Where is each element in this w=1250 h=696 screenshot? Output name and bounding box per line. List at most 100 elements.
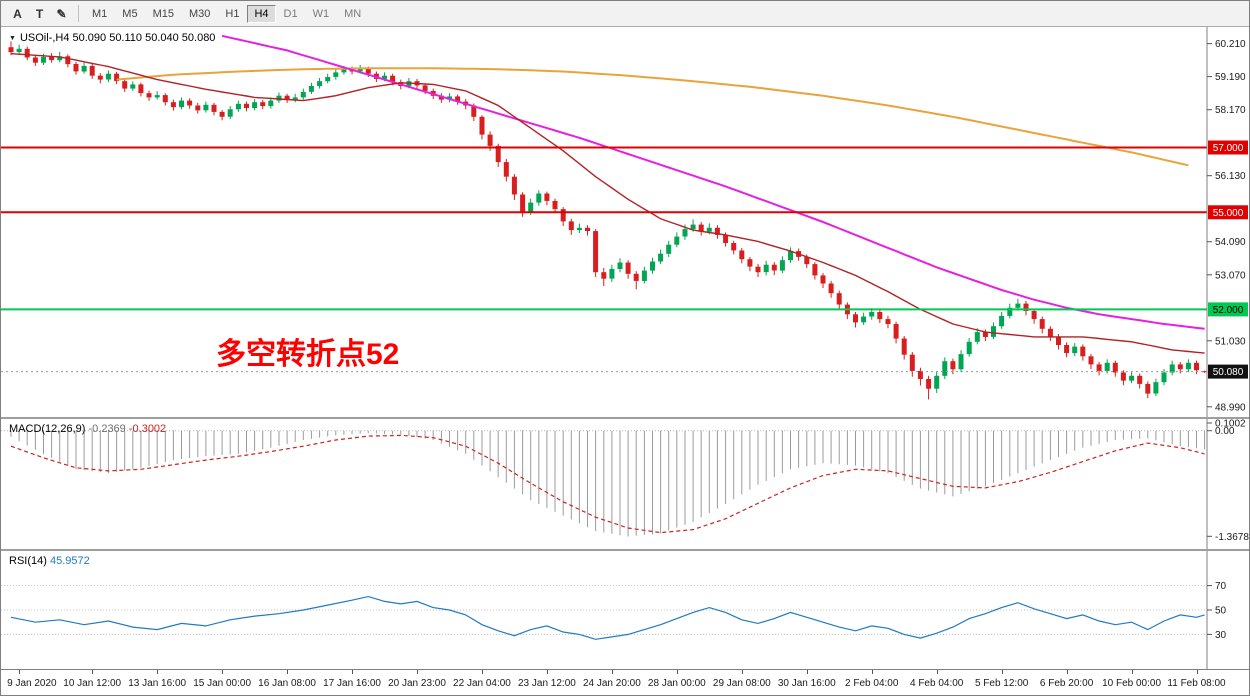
time-label: 23 Jan 12:00 xyxy=(517,678,576,689)
svg-text:53.070: 53.070 xyxy=(1215,270,1246,281)
timeframe-d1-button[interactable]: D1 xyxy=(277,5,305,23)
time-label: 28 Jan 00:00 xyxy=(647,678,706,689)
time-tick xyxy=(611,670,613,674)
time-tick xyxy=(1131,670,1133,674)
text-tool-button[interactable]: T xyxy=(29,4,50,24)
time-axis[interactable]: 9 Jan 2020 10 Jan 12:00 13 Jan 16:00 15 Jan… xyxy=(1,669,1249,695)
time-label: 15 Jan 00:00 xyxy=(193,678,252,689)
pencil-tool-button[interactable]: ✎ xyxy=(51,4,72,24)
time-label: 10 Jan 12:00 xyxy=(63,678,122,689)
level-price-badge-55.000 xyxy=(1208,205,1248,220)
svg-text:50: 50 xyxy=(1215,606,1227,617)
rsi-levels xyxy=(1,585,1207,635)
time-label: 29 Jan 08:00 xyxy=(712,678,771,689)
level-price-badge-57.000 xyxy=(1208,140,1248,155)
svg-text:52.000: 52.000 xyxy=(1213,305,1244,316)
svg-text:51.030: 51.030 xyxy=(1215,336,1246,347)
time-label: 22 Jan 04:00 xyxy=(453,678,511,689)
timeframe-mn-button[interactable]: MN xyxy=(337,5,368,23)
rsi-label: RSI(14) 45.9572 xyxy=(9,555,90,567)
ma-slow-line xyxy=(116,67,1189,167)
panel-splitter-macd[interactable] xyxy=(1,417,1249,419)
time-tick xyxy=(741,670,743,674)
timeframe-w1-button[interactable]: W1 xyxy=(306,5,337,23)
time-label: 17 Jan 16:00 xyxy=(323,678,381,689)
svg-text:59.190: 59.190 xyxy=(1215,72,1246,83)
timeframe-m15-button[interactable]: M15 xyxy=(146,5,181,23)
chart-toolbar: A T ✎ M1 M5 M15 M30 H1 H4 D1 W1 MN xyxy=(1,1,1249,27)
timeframe-h1-button[interactable]: H1 xyxy=(218,5,246,23)
rsi-plot[interactable]: 70 50 30 xyxy=(1,551,1249,669)
svg-text:48.990: 48.990 xyxy=(1215,402,1246,413)
macd-signal-value: -0.3002 xyxy=(128,423,167,435)
time-label: 13 Jan 16:00 xyxy=(128,678,187,689)
timeframe-group: M1 M5 M15 M30 H1 H4 D1 W1 MN xyxy=(85,4,368,23)
rsi-axis[interactable]: 70 50 30 xyxy=(1207,581,1227,641)
symbol-ohlc-label: ▼ USOil-,H4 50.090 50.110 50.040 50.080 xyxy=(9,32,215,44)
timeframe-m5-button[interactable]: M5 xyxy=(115,5,144,23)
time-tick xyxy=(157,670,159,674)
svg-text:-1.3678: -1.3678 xyxy=(1215,532,1249,543)
time-tick xyxy=(1066,670,1068,674)
time-label: 16 Jan 08:00 xyxy=(258,678,316,689)
svg-text:0.1002: 0.1002 xyxy=(1215,419,1246,430)
time-label: 2 Feb 04:00 xyxy=(845,678,899,689)
svg-text:54.090: 54.090 xyxy=(1215,237,1246,248)
time-label: 6 Feb 20:00 xyxy=(1039,678,1094,689)
time-tick xyxy=(287,670,289,674)
time-label: 24 Jan 20:00 xyxy=(582,678,641,689)
current-price-badge xyxy=(1208,364,1248,379)
candles-layer xyxy=(8,41,1208,400)
time-label: 20 Jan 23:00 xyxy=(388,678,446,689)
time-tick xyxy=(222,670,224,674)
rsi-line xyxy=(10,595,1205,640)
svg-text:57.000: 57.000 xyxy=(1213,143,1244,154)
panel-splitter-rsi[interactable] xyxy=(1,549,1249,551)
time-tick xyxy=(871,670,873,674)
svg-text:55.000: 55.000 xyxy=(1213,208,1244,219)
ma-fast-line xyxy=(10,53,1205,354)
macd-histogram xyxy=(10,430,1206,537)
time-tick xyxy=(676,670,678,674)
drawing-tools-group: A T ✎ xyxy=(7,4,72,24)
symbol-ohlc-text: USOil-,H4 50.090 50.110 50.040 50.080 xyxy=(19,32,216,44)
timeframe-h4-button[interactable]: H4 xyxy=(247,4,276,23)
rsi-name: RSI(14) xyxy=(9,555,47,567)
price-chart-plot[interactable]: 60.210 59.190 58.170 56.130 54.090 53.070 51.0… xyxy=(1,27,1249,417)
time-tick xyxy=(417,670,418,674)
chart-annotation-text: 多空转折点52 xyxy=(216,338,400,371)
time-label: 4 Feb 04:00 xyxy=(909,678,964,689)
time-tick xyxy=(1001,670,1003,674)
time-tick xyxy=(1196,670,1198,674)
chart-menu-triangle-icon[interactable]: ▼ xyxy=(9,34,16,42)
rsi-value: 45.9572 xyxy=(49,555,90,567)
svg-text:56.130: 56.130 xyxy=(1215,171,1246,182)
main-chart-panel: 60.210 59.190 58.170 56.130 54.090 53.070 51.0… xyxy=(1,27,1249,417)
time-label: 30 Jan 16:00 xyxy=(777,678,836,689)
price-axis[interactable]: 60.210 59.190 58.170 56.130 54.090 53.070 51.0… xyxy=(1207,39,1246,413)
svg-text:50.080: 50.080 xyxy=(1213,367,1244,378)
time-tick xyxy=(19,670,21,674)
svg-text:60.210: 60.210 xyxy=(1215,39,1246,50)
ma-mid-line xyxy=(221,34,1205,330)
time-tick xyxy=(546,670,548,674)
svg-text:30: 30 xyxy=(1215,630,1227,641)
time-label: 11 Feb 08:00 xyxy=(1167,678,1226,689)
timeframe-m1-button[interactable]: M1 xyxy=(85,5,114,23)
time-tick xyxy=(481,670,483,674)
timeframe-m30-button[interactable]: M30 xyxy=(182,5,217,23)
time-label: 9 Jan 2020 xyxy=(7,678,57,689)
time-tick xyxy=(352,670,354,674)
macd-signal-line xyxy=(10,434,1205,534)
rsi-panel: 70 50 30 RSI(14) 45.9572 xyxy=(1,551,1249,669)
time-label: 10 Feb 00:00 xyxy=(1102,678,1162,689)
svg-text:0.00: 0.00 xyxy=(1215,426,1235,437)
time-tick xyxy=(936,670,938,674)
level-price-badge-52.000 xyxy=(1208,302,1248,317)
time-tick xyxy=(806,670,808,674)
svg-text:58.170: 58.170 xyxy=(1215,105,1246,116)
arrow-tool-button[interactable]: A xyxy=(7,4,28,24)
